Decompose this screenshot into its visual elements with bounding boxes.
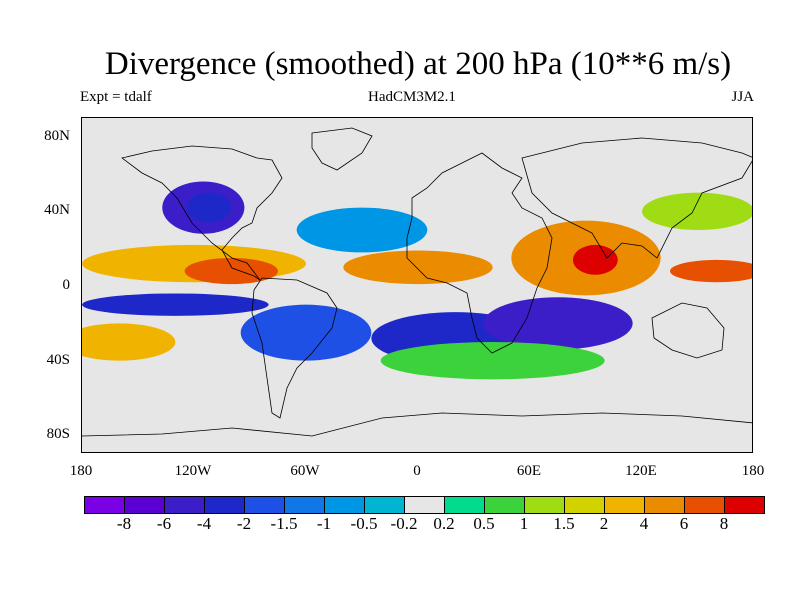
europe-africa-coastline	[406, 152, 553, 354]
colorbar-label: -4	[196, 514, 212, 533]
colorbar-label: -8	[116, 514, 132, 533]
lon-tick-label: 180	[69, 463, 93, 479]
model-label: HadCM3M2.1	[368, 89, 456, 105]
divergence-region	[572, 244, 618, 275]
colorbar-label: -1	[316, 514, 332, 533]
experiment-label: Expt = tdalf	[80, 89, 152, 105]
lon-tick-label: 120E	[625, 463, 657, 479]
divergence-region	[670, 259, 752, 283]
colorbar-label: 4	[639, 514, 649, 533]
south-america-coastline	[251, 277, 338, 419]
colorbar-label: 0.5	[473, 514, 495, 533]
map-plot-area	[81, 117, 753, 453]
divergence-region	[343, 250, 493, 285]
australia-coastline	[651, 302, 725, 359]
divergence-region	[483, 297, 633, 350]
colorbar-label: 1.5	[553, 514, 575, 533]
asia-coastline	[521, 137, 752, 259]
colorbar-cell	[125, 497, 165, 513]
colorbar-label: -0.5	[350, 514, 378, 533]
divergence-region	[186, 192, 232, 223]
north-america-coastline	[121, 145, 283, 281]
lat-tick-label: 80S	[46, 426, 70, 443]
colorbar-label: 6	[679, 514, 689, 533]
colorbar-cell	[525, 497, 565, 513]
chart-title: Divergence (smoothed) at 200 hPa (10**6 …	[104, 46, 732, 82]
colorbar-label: 8	[719, 514, 729, 533]
colorbar-cell	[325, 497, 365, 513]
colorbar-cell	[685, 497, 725, 513]
divergence-region	[380, 342, 605, 380]
colorbar-cell	[205, 497, 245, 513]
antarctica-coastline	[82, 412, 752, 437]
divergence-region	[82, 293, 269, 316]
colorbar-cell	[245, 497, 285, 513]
colorbar-cell	[365, 497, 405, 513]
coastlines	[82, 127, 752, 437]
lat-tick-label: 40N	[44, 202, 70, 219]
colorbar-cell	[485, 497, 525, 513]
colorbar-label: -0.2	[390, 514, 418, 533]
season-label: JJA	[731, 89, 754, 105]
divergence-region	[296, 207, 428, 253]
colorbar-label: -6	[156, 514, 172, 533]
colorbar-cell	[445, 497, 485, 513]
lat-tick-label: 0	[62, 277, 71, 293]
lon-tick-label: 60W	[290, 463, 320, 479]
colorbar-label: 0.2	[433, 514, 455, 533]
divergence-region	[184, 258, 278, 285]
colorbar-cell	[645, 497, 685, 513]
lon-tick-label: 180	[741, 463, 765, 479]
colorbar-cell	[285, 497, 325, 513]
colorbar	[84, 496, 765, 514]
lat-tick-label: 40S	[46, 351, 70, 368]
colorbar-cell	[405, 497, 445, 513]
divergence-region	[82, 323, 176, 361]
divergence-map	[82, 127, 752, 437]
greenland-coastline	[311, 127, 373, 171]
colorbar-cell	[165, 497, 205, 513]
colorbar-cell	[565, 497, 605, 513]
divergence-region	[240, 304, 372, 361]
lon-tick-label: 0	[413, 463, 421, 479]
colorbar-label: 1	[519, 514, 529, 533]
divergence-region	[642, 192, 752, 230]
colorbar-cell	[725, 497, 764, 513]
colorbar-label: -2	[236, 514, 252, 533]
colorbar-cell	[85, 497, 125, 513]
lon-tick-label: 60E	[516, 463, 542, 479]
colorbar-cell	[605, 497, 645, 513]
colorbar-label: 2	[599, 514, 609, 533]
lon-tick-label: 120W	[174, 463, 212, 479]
colorbar-label: -1.5	[270, 514, 298, 533]
lat-tick-label: 80N	[44, 127, 70, 144]
